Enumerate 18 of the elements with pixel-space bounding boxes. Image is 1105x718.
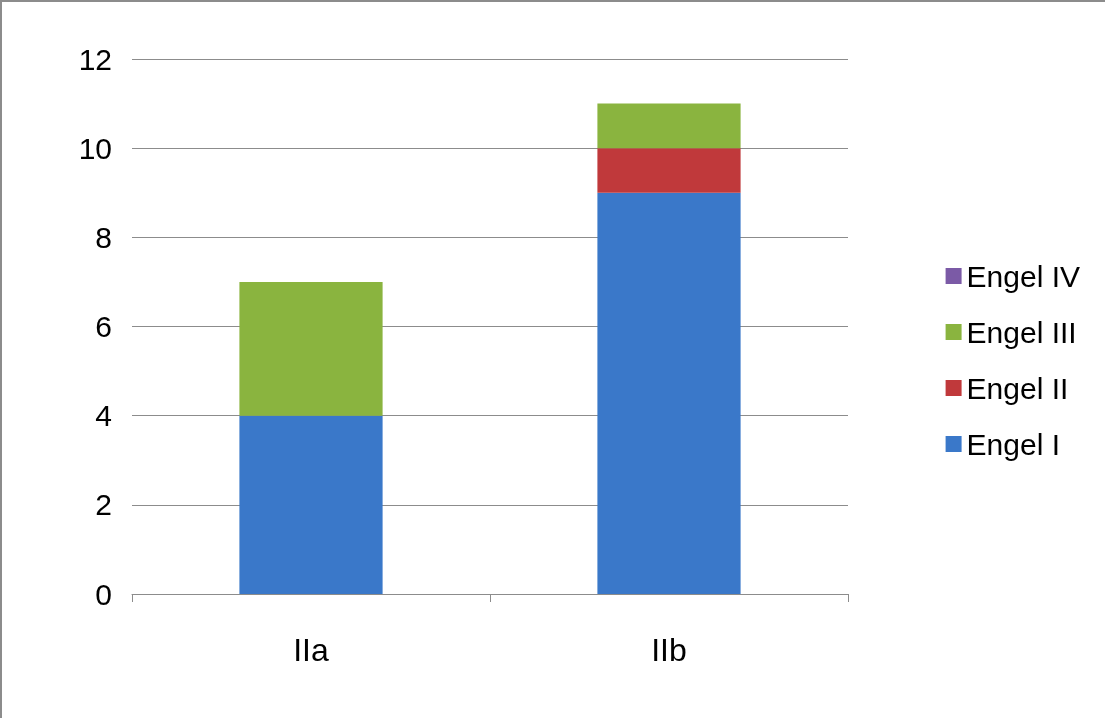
bar xyxy=(597,148,741,193)
x-tick-label: IIb xyxy=(651,632,687,668)
y-tick-label: 6 xyxy=(95,310,112,343)
legend-label: Engel II xyxy=(966,371,1069,405)
bar xyxy=(597,192,741,594)
bar xyxy=(597,103,741,149)
y-tick-label: 2 xyxy=(95,488,112,522)
y-tick-label: 8 xyxy=(95,220,112,254)
y-tick-label: 12 xyxy=(78,42,112,76)
bar xyxy=(239,281,383,416)
y-tick-label: 4 xyxy=(95,399,112,433)
legend-label: Engel I xyxy=(966,427,1060,461)
legend-label: Engel III xyxy=(966,315,1077,349)
x-tick-label: IIa xyxy=(293,632,329,668)
legend-label: Engel IV xyxy=(966,259,1081,293)
y-tick-label: 10 xyxy=(78,131,112,165)
y-tick-label: 0 xyxy=(95,577,112,611)
bar xyxy=(239,415,383,594)
